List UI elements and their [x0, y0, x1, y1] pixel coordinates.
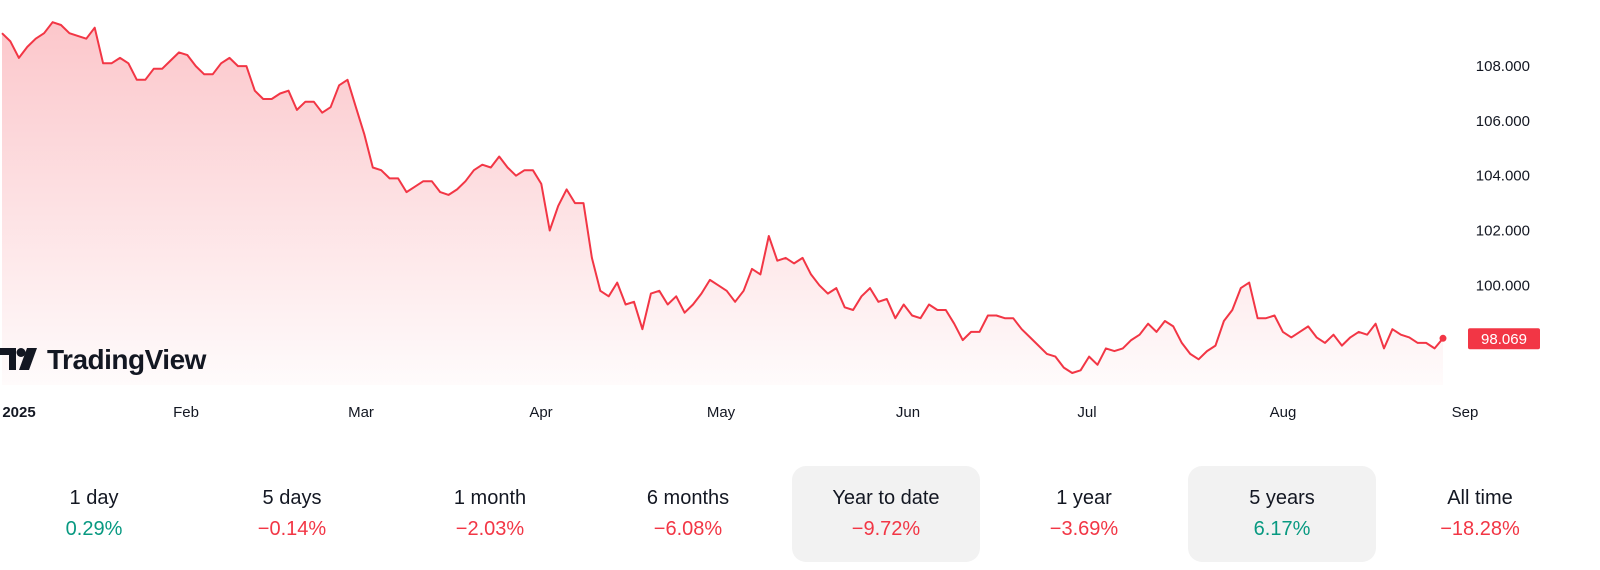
y-tick-label: 104.000	[1476, 168, 1530, 185]
period-label: 6 months	[646, 487, 730, 509]
price-line	[1, 21, 1444, 374]
last-price-text: 98.069	[1481, 331, 1527, 348]
y-tick-label: 102.000	[1476, 223, 1530, 240]
period-label: 5 days	[262, 487, 322, 509]
x-tick-label: Aug	[1270, 404, 1297, 421]
last-price-tag	[1468, 328, 1540, 350]
x-tick-label: Jun	[896, 404, 920, 421]
period-change-value: −9.72%	[851, 518, 921, 540]
period-1-month[interactable]: 1 month −2.03%	[396, 466, 584, 562]
price-chart[interactable]: 100.000 102.000 104.000 106.000 108.000 2025…	[0, 0, 1600, 440]
x-tick-label: Jul	[1077, 404, 1096, 421]
tradingview-logo-text: TradingView	[47, 344, 207, 375]
period-change-value: −18.28%	[1440, 518, 1520, 540]
period-label: 1 year	[1056, 487, 1112, 509]
price-area	[2, 22, 1443, 385]
period-change-value: −2.03%	[455, 518, 525, 540]
tradingview-logo-icon	[0, 348, 37, 370]
last-point	[1439, 334, 1447, 342]
x-tick-label: Apr	[529, 404, 552, 421]
period-5-years[interactable]: 5 years 6.17%	[1188, 466, 1376, 562]
period-change-value: −6.08%	[653, 518, 723, 540]
series-line	[1, 21, 1444, 374]
period-label: 1 month	[453, 487, 527, 509]
period-1-day[interactable]: 1 day 0.29%	[0, 466, 188, 562]
y-axis: 100.000 102.000 104.000 106.000 108.000	[1476, 58, 1530, 294]
period-label: 5 years	[1249, 487, 1315, 509]
period-label: 1 day	[69, 487, 119, 509]
period-1-year[interactable]: 1 year −3.69%	[990, 466, 1178, 562]
period-year-to-date[interactable]: Year to date −9.72%	[792, 466, 980, 562]
y-tick-label: 108.000	[1476, 58, 1530, 75]
x-tick-label: 2025	[2, 404, 35, 421]
x-tick-label: Mar	[348, 404, 374, 421]
period-change-value: 0.29%	[65, 518, 123, 540]
area-fill	[2, 22, 1443, 385]
period-5-days[interactable]: 5 days −0.14%	[198, 466, 386, 562]
tradingview-logo: TradingView	[0, 344, 207, 375]
performance-periods: 1 day 0.29% 5 days −0.14% 1 month −2.03% 6 mon…	[0, 466, 1520, 562]
x-tick-label: Sep	[1452, 404, 1479, 421]
last-price-marker: 98.069	[1439, 328, 1540, 350]
period-label: Year to date	[832, 487, 940, 509]
y-tick-label: 106.000	[1476, 113, 1530, 130]
y-tick-label: 100.000	[1476, 277, 1530, 294]
period-all-time[interactable]: All time −18.28%	[1386, 466, 1574, 562]
x-tick-label: Feb	[173, 404, 199, 421]
period-change-value: −3.69%	[1049, 518, 1119, 540]
period-label: All time	[1447, 487, 1513, 509]
period-6-months[interactable]: 6 months −6.08%	[594, 466, 782, 562]
period-change-value: 6.17%	[1253, 518, 1311, 540]
x-tick-label: May	[707, 404, 736, 421]
x-axis: 2025 Feb Mar Apr May Jun Jul Aug Sep	[2, 404, 1478, 421]
period-change-value: −0.14%	[257, 518, 327, 540]
